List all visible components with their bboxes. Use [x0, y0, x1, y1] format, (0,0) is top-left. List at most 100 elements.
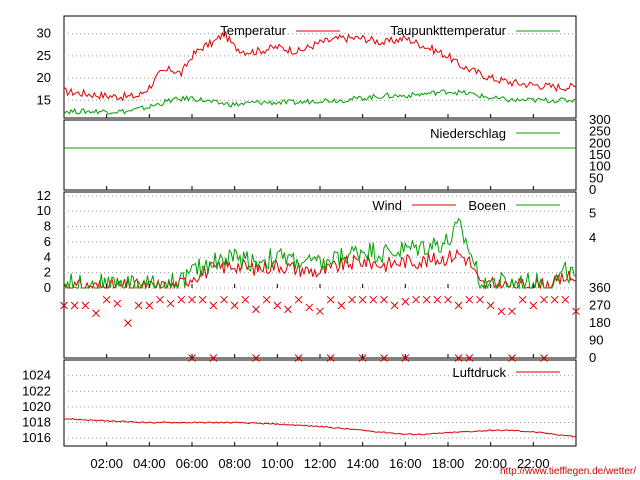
winddir-point [273, 301, 282, 310]
ytick-label-pressure: 1022 [22, 383, 51, 398]
winddir-point [476, 295, 484, 304]
winddir-point [465, 295, 474, 304]
series-layer [60, 30, 580, 438]
winddir-point [316, 307, 324, 316]
winddir-point [401, 297, 410, 306]
winddir-point [454, 301, 463, 310]
winddir-point [540, 354, 548, 362]
ytick-label-rain: 250 [589, 124, 611, 139]
winddir-point [337, 301, 346, 310]
ytick-label-temp: 20 [37, 70, 51, 85]
winddir-point [134, 301, 143, 310]
winddir-point [326, 354, 335, 362]
winddir-point [198, 295, 207, 304]
winddir-point [561, 295, 570, 304]
ytick-label-wind: 8 [44, 219, 51, 234]
winddir-point [220, 295, 228, 304]
ytick-label-wind: 6 [44, 234, 51, 249]
winddir-point [348, 295, 356, 304]
winddir-point [550, 295, 559, 304]
winddir-point [188, 295, 196, 304]
winddir-point [380, 354, 388, 362]
ytick-label-temp: 30 [37, 26, 51, 41]
legend-boeen-label: Boeen [468, 198, 506, 213]
winddir-point [209, 354, 218, 362]
ytick-label-rain: 200 [589, 135, 611, 150]
winddir-point [262, 295, 271, 304]
ytick-label-temp: 15 [37, 92, 51, 107]
ytick-label-temp: 25 [37, 48, 51, 63]
ytick-label-wind: 4 [44, 249, 51, 264]
winddir-point [358, 295, 367, 304]
winddir-point [305, 303, 314, 312]
winddir-point [433, 295, 442, 304]
ytick-label-pressure: 1018 [22, 415, 51, 430]
winddir-point [102, 295, 111, 304]
xtick-label: 04:00 [133, 456, 166, 471]
ytick-label-rain: 300 [589, 112, 611, 127]
legend-temperatur-label: Temperatur [220, 23, 286, 38]
xtick-label: 10:00 [261, 456, 294, 471]
ytick-label-rain: 100 [589, 159, 611, 174]
winddir-point [326, 295, 335, 304]
ytick-label-winddir: 0 [589, 350, 596, 365]
footer-url[interactable]: http://www.tiefflegen.de/wetter/ [500, 466, 636, 477]
winddir-point [230, 301, 239, 310]
winddir-point [486, 301, 495, 310]
ytick-label-winddir: 270 [589, 298, 611, 313]
ytick-label-wind: 12 [37, 188, 51, 203]
winddir-point [145, 301, 154, 310]
winddir-point [113, 299, 122, 308]
winddir-point [465, 354, 474, 362]
legend-wind-label: Wind [372, 198, 402, 213]
tick-layer: 1520253005010015020025030002468101245090… [22, 26, 611, 471]
series-line-temp-1 [63, 89, 577, 115]
legend-niederschlag-label: Niederschlag [430, 126, 506, 141]
winddir-point [529, 301, 538, 310]
winddir-point [454, 354, 463, 362]
ytick-right-wind: 4 [589, 230, 596, 245]
ytick-label-pressure: 1024 [22, 368, 51, 383]
winddir-point [294, 295, 303, 304]
legend-taupunkt-label: Taupunkttemperatur [390, 23, 506, 38]
ytick-label-winddir: 180 [589, 315, 611, 330]
winddir-point [508, 354, 516, 362]
winddir-point [252, 354, 260, 362]
winddir-point [241, 295, 250, 304]
winddir-point [252, 305, 260, 314]
winddir-point [81, 301, 90, 310]
ytick-label-wind: 10 [37, 203, 51, 218]
winddir-point [92, 309, 100, 318]
xtick-label: 06:00 [176, 456, 209, 471]
series-line-pressure-0 [63, 418, 577, 438]
winddir-point [156, 295, 164, 304]
winddir-point [444, 295, 452, 304]
winddir-point [209, 301, 218, 310]
winddir-point [294, 354, 303, 362]
winddir-point [166, 299, 175, 308]
xtick-label: 08:00 [218, 456, 251, 471]
winddir-point [422, 295, 431, 304]
ytick-label-rain: 0 [589, 182, 596, 197]
winddir-point [412, 295, 420, 304]
ytick-right-wind: 5 [589, 206, 596, 221]
xtick-label: 18:00 [432, 456, 465, 471]
xtick-label: 22:00 [517, 456, 550, 471]
ytick-label-winddir: 360 [589, 280, 611, 295]
winddir-point [177, 295, 186, 304]
winddir-point [380, 295, 388, 304]
xtick-label: 20:00 [474, 456, 507, 471]
ytick-label-wind: 2 [44, 265, 51, 280]
ytick-label-wind: 0 [44, 280, 51, 295]
winddir-point [540, 295, 548, 304]
xtick-label: 12:00 [304, 456, 337, 471]
series-line-temp-0 [63, 30, 577, 102]
winddir-point [572, 307, 580, 316]
winddir-point [124, 319, 132, 327]
ytick-label-pressure: 1016 [22, 430, 51, 445]
winddir-point [70, 301, 79, 310]
winddir-point [497, 307, 506, 316]
xtick-label: 02:00 [90, 456, 123, 471]
xtick-label: 14:00 [346, 456, 379, 471]
